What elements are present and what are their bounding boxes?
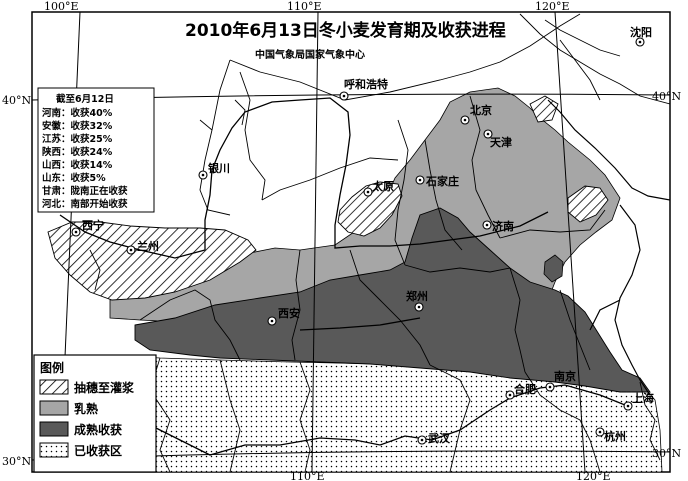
status-header: 截至6月12日 (56, 93, 114, 105)
city-marker-dot (638, 40, 642, 44)
city-marker-dot (548, 385, 552, 389)
coord-bottom-110E: 110°E (290, 470, 325, 481)
city-marker-dot (463, 118, 467, 122)
status-box: 截至6月12日 河南：收获40% 安徽：收获32% 江苏：收获25% 陕西：收获… (37, 87, 155, 213)
city-label-hefei: 合肥 (514, 382, 536, 396)
legend-swatch-milk (39, 400, 69, 416)
city-label-taiyuan: 太原 (371, 179, 394, 193)
legend-swatch-mature (39, 421, 69, 437)
region-heading-shanxi (337, 181, 403, 237)
status-line: 山东：收获5% (42, 172, 106, 184)
city-marker-dot (270, 319, 274, 323)
city-marker-dot (626, 404, 630, 408)
city-label-beijing: 北京 (470, 103, 492, 117)
status-line: 山西：收获14% (42, 159, 113, 171)
coord-bottom-120E: 120°E (576, 470, 611, 481)
legend-label-mature: 成熟收获 (74, 422, 122, 437)
map-subtitle: 中国气象局国家气象中心 (255, 48, 365, 61)
status-line: 河北：南部开始收获 (42, 198, 128, 210)
legend-title: 图例 (40, 360, 64, 375)
city-marker-dot (366, 190, 370, 194)
status-line: 江苏：收获25% (42, 133, 113, 145)
city-label-nanjing: 南京 (554, 369, 576, 383)
legend-label-harvested: 已收获区 (74, 443, 122, 458)
city-marker-dot (129, 248, 133, 252)
coord-left-40N: 40°N (2, 94, 31, 107)
city-marker-dot (420, 438, 424, 442)
region-heading-west (47, 221, 257, 301)
region-mature-harvest (134, 207, 651, 393)
city-marker-dot (74, 230, 78, 234)
rivers (59, 97, 626, 456)
coord-top-110E: 110°E (287, 0, 322, 13)
legend-swatch-harvested (39, 442, 69, 458)
coord-top-120E: 120°E (535, 0, 570, 13)
status-line: 安徽：收获32% (42, 120, 113, 132)
legend-swatch-heading (39, 379, 69, 395)
city-label-shijiazhuang: 石家庄 (425, 174, 459, 188)
legend: 图例 抽穗至灌浆 乳熟 成熟收获 已收获区 (33, 354, 157, 473)
city-marker-dot (598, 430, 602, 434)
city-marker-dot (486, 132, 490, 136)
city-label-tianjin: 天津 (490, 135, 512, 149)
city-label-xian: 西安 (278, 306, 300, 320)
coord-left-30N: 30°N (2, 455, 31, 468)
region-mature-shandong (543, 254, 564, 283)
legend-label-milk: 乳熟 (74, 401, 98, 416)
city-label-yinchuan: 银川 (208, 161, 230, 175)
city-label-zhengzhou: 郑州 (406, 289, 428, 303)
coord-right-40N: 40°N (652, 90, 681, 103)
city-label-shanghai: 上海 (632, 391, 654, 405)
map-title: 2010年6月13日冬小麦发育期及收获进程 (185, 20, 506, 41)
coord-right-30N: 30°N (652, 447, 681, 460)
city-marker-dot (418, 178, 422, 182)
coastline (547, 99, 670, 396)
city-label-xining: 西宁 (82, 218, 104, 232)
city-marker-dot (342, 94, 346, 98)
status-line: 陕西：收获24% (42, 146, 113, 158)
city-label-lanzhou: 兰州 (137, 239, 159, 253)
city-label-huhehaote: 呼和浩特 (344, 77, 388, 91)
city-marker-dot (485, 223, 489, 227)
status-line: 河南：收获40% (42, 107, 113, 119)
city-marker-dot (201, 173, 205, 177)
city-marker-dot (508, 393, 512, 397)
city-label-shenyang: 沈阳 (630, 25, 652, 39)
city-label-wuhan: 武汉 (428, 431, 451, 445)
city-label-hangzhou: 杭州 (604, 429, 626, 443)
city-marker-dot (417, 305, 421, 309)
city-label-jinan: 济南 (492, 219, 514, 233)
status-line: 甘肃：陇南正在收获 (42, 185, 128, 197)
region-heading-shandong (567, 185, 609, 223)
legend-label-heading: 抽穗至灌浆 (74, 380, 135, 395)
province-boundaries (59, 13, 670, 472)
coord-top-100E: 100°E (44, 0, 79, 13)
